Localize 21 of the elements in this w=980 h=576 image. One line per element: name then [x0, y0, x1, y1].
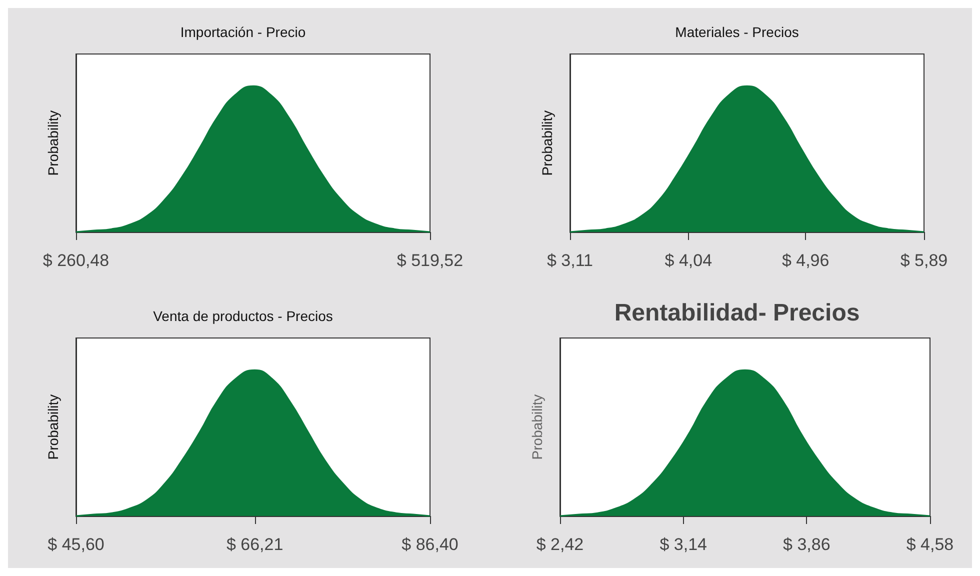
x-tick-label: $ 519,52: [396, 251, 464, 270]
x-tick-label: $ 4,58: [906, 535, 954, 554]
x-tick-label: $ 5,89: [900, 251, 948, 270]
y-axis-title: Probability: [45, 394, 61, 460]
x-tick-label: $ 4,04: [664, 251, 712, 270]
chart-title: Materiales - Precios: [675, 24, 799, 40]
x-tick-label: $ 86,40: [402, 535, 458, 554]
y-axis-title: Probability: [45, 110, 61, 176]
x-tick-label: $ 3,11: [546, 251, 594, 270]
y-axis-title: Probability: [529, 394, 545, 460]
chart-title: Importación - Precio: [180, 24, 306, 40]
x-tick-label: $ 66,21: [226, 535, 284, 554]
chart-title: Venta de productos - Precios: [153, 308, 333, 324]
x-tick-label: $ 2,42: [536, 535, 584, 554]
y-axis-title: Probability: [539, 110, 555, 176]
x-tick-label: $ 3,86: [783, 535, 830, 554]
x-tick-label: $ 4,96: [782, 251, 830, 270]
x-tick-label: $ 260,48: [42, 251, 110, 270]
chart-title: Rentabilidad- Precios: [614, 300, 860, 326]
x-tick-label: $ 3,14: [660, 535, 707, 554]
x-tick-label: $ 45,60: [48, 535, 104, 554]
